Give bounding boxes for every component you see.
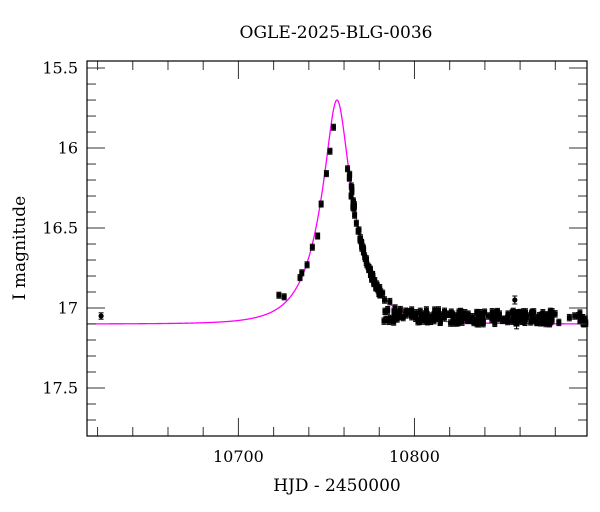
plot-frame — [86, 60, 588, 437]
y-tick-label: 16 — [57, 138, 78, 158]
y-tick-label: 15.5 — [42, 58, 78, 78]
chart-title: OGLE-2025-BLG-0036 — [239, 23, 433, 43]
y-tick-label: 16.5 — [42, 218, 78, 238]
x-axis-label: HJD - 2450000 — [273, 476, 401, 496]
model-curve — [87, 99, 587, 325]
y-axis-label: I magnitude — [10, 195, 30, 301]
y-tick-label: 17 — [57, 298, 78, 318]
axis-ticks — [87, 61, 587, 437]
data-points — [98, 123, 588, 330]
x-tick-label: 10800 — [389, 447, 440, 466]
y-tick-label: 17.5 — [42, 378, 78, 398]
x-tick-label: 10700 — [212, 447, 264, 466]
